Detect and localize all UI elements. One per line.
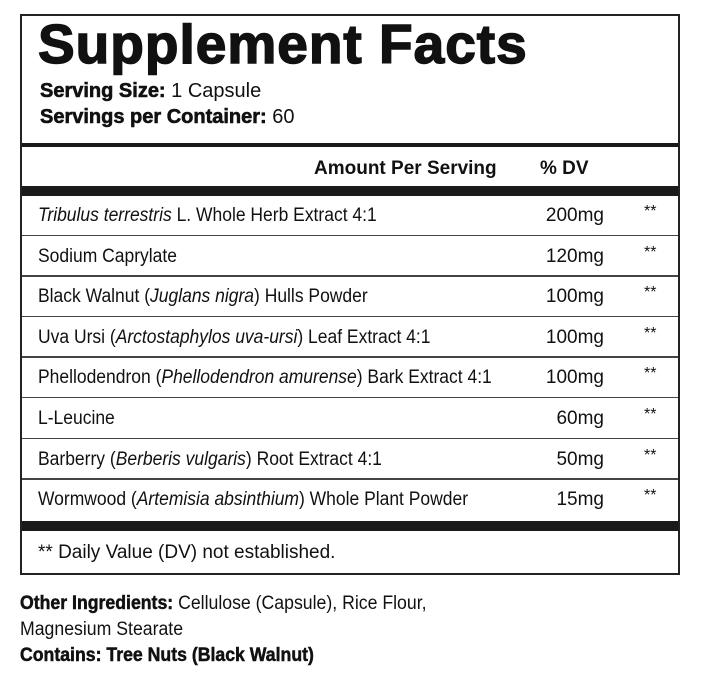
name-text: Uva Ursi ( xyxy=(38,326,116,348)
footnote: ** Daily Value (DV) not established. xyxy=(38,542,336,563)
panel-title: Supplement Facts xyxy=(37,12,528,76)
ingredient-dv: ** xyxy=(644,365,657,383)
serving-size-value: 1 Capsule xyxy=(171,80,262,102)
dv-header: % DV xyxy=(540,158,589,179)
ingredient-amount: 60mg xyxy=(556,408,604,429)
latin-name: Tribulus terrestris xyxy=(38,205,172,226)
ingredient-amount: 120mg xyxy=(545,245,604,267)
ingredient-amount: 15mg xyxy=(556,489,604,511)
ingredient-name: Phellodendron (Phellodendron amurense) B… xyxy=(38,367,492,389)
ingredient-name: L-Leucine xyxy=(38,408,115,430)
contains-label: Contains: xyxy=(20,645,102,667)
ingredient-dv: ** xyxy=(644,446,657,464)
name-text: Phellodendron ( xyxy=(38,367,162,389)
divider-thick xyxy=(22,186,678,196)
name-text: Wormwood ( xyxy=(38,489,137,511)
contains-value: Tree Nuts (Black Walnut) xyxy=(106,645,314,667)
name-text: L. Whole Herb Extract 4:1 xyxy=(171,205,377,226)
name-text: Sodium Caprylate xyxy=(38,245,177,267)
ingredient-amount: 100mg xyxy=(545,367,604,389)
ingredient-amount: 50mg xyxy=(556,448,604,470)
ingredient-name: Barberry (Berberis vulgaris) Root Extrac… xyxy=(38,449,382,471)
name-text: ) Leaf Extract 4:1 xyxy=(297,326,431,348)
ingredient-row: Sodium Caprylate 120mg ** xyxy=(22,237,678,277)
row-divider xyxy=(22,396,678,399)
name-text: ) Whole Plant Powder xyxy=(298,489,469,511)
name-text: ) Root Extract 4:1 xyxy=(245,448,382,470)
latin-name: Artemisia absinthium xyxy=(136,489,299,511)
ingredient-row: Uva Ursi (Arctostaphylos uva-ursi) Leaf … xyxy=(22,318,678,358)
ingredient-dv: ** xyxy=(644,284,657,302)
row-divider xyxy=(22,275,678,277)
name-text: Black Walnut ( xyxy=(38,286,151,308)
other-ingredients-label: Other Ingredients: xyxy=(20,593,174,615)
serving-size: Serving Size: 1 Capsule xyxy=(40,80,262,103)
divider xyxy=(22,143,678,147)
serving-size-label: Serving Size: xyxy=(40,80,166,103)
name-text: ) Hulls Powder xyxy=(254,286,368,308)
ingredient-dv: ** xyxy=(644,406,657,423)
row-divider xyxy=(22,478,678,480)
servings-per-container: Servings per Container: 60 xyxy=(40,106,295,129)
ingredient-name: Wormwood (Artemisia absinthium) Whole Pl… xyxy=(38,489,468,511)
ingredient-name: Black Walnut (Juglans nigra) Hulls Powde… xyxy=(38,286,368,308)
ingredient-amount: 200mg xyxy=(545,205,604,226)
ingredient-row: Tribulus terrestris L. Whole Herb Extrac… xyxy=(22,196,678,236)
latin-name: Berberis vulgaris xyxy=(115,448,246,470)
ingredient-row: Wormwood (Artemisia absinthium) Whole Pl… xyxy=(22,480,678,520)
name-text: ) Bark Extract 4:1 xyxy=(356,367,492,389)
divider-thick xyxy=(22,521,678,531)
name-text: Barberry ( xyxy=(38,448,116,470)
name-text: L-Leucine xyxy=(38,408,115,429)
ingredient-dv: ** xyxy=(644,243,657,261)
ingredient-name: Uva Ursi (Arctostaphylos uva-ursi) Leaf … xyxy=(38,327,430,349)
servings-label: Servings per Container: xyxy=(40,106,267,129)
ingredient-row: Barberry (Berberis vulgaris) Root Extrac… xyxy=(22,440,678,480)
ingredient-name: Sodium Caprylate xyxy=(38,246,177,268)
other-ingredients-line2: Magnesium Stearate xyxy=(20,619,184,640)
other-ingredients: Other Ingredients: Cellulose (Capsule), … xyxy=(20,593,427,615)
amount-per-serving-header: Amount Per Serving xyxy=(314,158,497,179)
latin-name: Juglans nigra xyxy=(150,286,255,308)
other-ingredients-line1: Cellulose (Capsule), Rice Flour, xyxy=(178,593,427,614)
ingredient-amount: 100mg xyxy=(545,286,604,308)
ingredient-amount: 100mg xyxy=(545,326,604,348)
supplement-facts-panel: Supplement Facts Serving Size: 1 Capsule… xyxy=(20,12,680,575)
latin-name: Arctostaphylos uva-ursi xyxy=(115,326,298,348)
row-divider xyxy=(22,234,678,236)
ingredient-dv: ** xyxy=(644,324,657,342)
ingredient-dv: ** xyxy=(644,487,657,505)
row-divider xyxy=(22,315,678,318)
ingredient-row: Black Walnut (Juglans nigra) Hulls Powde… xyxy=(22,277,678,318)
ingredient-row: L-Leucine 60mg ** xyxy=(22,399,678,439)
ingredient-dv: ** xyxy=(644,203,657,220)
servings-value: 60 xyxy=(272,106,295,128)
row-divider xyxy=(22,437,678,439)
row-divider xyxy=(22,356,678,358)
contains: Contains: Tree Nuts (Black Walnut) xyxy=(20,645,314,667)
ingredient-name: Tribulus terrestris L. Whole Herb Extrac… xyxy=(38,205,377,227)
ingredient-row: Phellodendron (Phellodendron amurense) B… xyxy=(22,358,678,399)
latin-name: Phellodendron amurense xyxy=(161,367,357,389)
